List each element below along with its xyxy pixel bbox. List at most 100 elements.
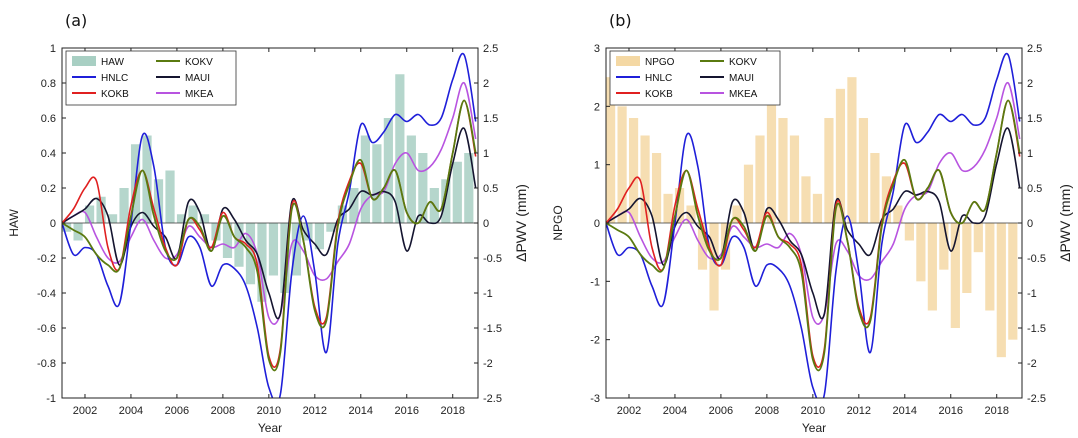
left-tick-label: -1 (46, 393, 56, 405)
right-tick-label: -1 (1027, 288, 1037, 300)
bar-haw (372, 144, 382, 223)
x-axis-label: Year (258, 421, 282, 435)
bar-haw (268, 223, 279, 276)
bar-haw (176, 214, 187, 223)
bar-haw (62, 223, 72, 232)
bar-npgo (996, 223, 1006, 358)
right-tick-label: -2 (483, 358, 493, 370)
y-axis-label-left: NPGO (551, 205, 565, 240)
bar-haw (314, 223, 325, 250)
legend-label-hnlc: HNLC (645, 73, 672, 84)
series-line-hnlc (606, 52, 1021, 398)
legend: HAW KOKV HNLC MAUI KOKB MKEA (65, 50, 237, 106)
legend-label-maui: MAUI (185, 73, 210, 84)
bar-haw (257, 223, 267, 302)
bar-npgo (778, 118, 788, 223)
bar-haw (464, 153, 474, 223)
bar-npgo (985, 223, 995, 311)
x-axis-label: Year (802, 421, 826, 435)
bar-npgo (755, 135, 765, 223)
left-tick-label: 0 (50, 218, 56, 230)
left-tick-label: 3 (594, 43, 600, 55)
right-tick-label: 0 (1027, 218, 1033, 230)
left-tick-label: -3 (590, 393, 600, 405)
left-tick-label: -0.6 (37, 323, 56, 335)
left-tick-label: 0.2 (41, 183, 56, 195)
bar-npgo (835, 88, 846, 223)
left-tick-label: -0.2 (37, 253, 56, 265)
right-tick-label: 2.5 (483, 43, 498, 55)
right-tick-label: 1 (1027, 148, 1033, 160)
bar-npgo (743, 164, 754, 223)
x-tick-label: 2002 (617, 405, 641, 417)
legend-label-hnlc: HNLC (101, 73, 128, 84)
right-tick-label: -2.5 (1027, 393, 1046, 405)
x-tick-label: 2006 (709, 405, 733, 417)
legend-label-mkea: MKEA (729, 89, 758, 100)
bar-haw (107, 214, 118, 223)
right-tick-label: -2 (1027, 358, 1037, 370)
line-series-group (62, 52, 477, 398)
bar-series-haw (62, 74, 474, 302)
right-tick-label: -0.5 (1027, 253, 1046, 265)
right-tick-label: -2.5 (483, 393, 502, 405)
chart-panel-b: 2002 2004 2006 2008 2010 2012 2014 2016 20183210… (551, 11, 1073, 435)
legend-label-haw: HAW (101, 57, 125, 68)
bar-npgo (606, 77, 616, 223)
y-axis-label-left: HAW (7, 209, 21, 237)
x-tick-label: 2010 (257, 405, 281, 417)
left-tick-label: -2 (590, 335, 600, 347)
right-tick-label: 2 (483, 78, 489, 90)
bar-series-npgo (606, 77, 1018, 358)
bar-npgo (950, 223, 960, 328)
bar-haw (222, 223, 233, 258)
line-series-group (606, 52, 1021, 398)
x-tick-label: 2018 (984, 405, 1008, 417)
x-tick-label: 2016 (395, 405, 419, 417)
x-tick-label: 2004 (119, 405, 143, 417)
bar-haw (395, 74, 405, 223)
left-tick-label: 1 (50, 43, 56, 55)
series-line-kokv (62, 99, 477, 372)
left-tick-label: 2 (594, 101, 600, 113)
bar-haw (291, 223, 302, 276)
bar-haw (280, 223, 290, 293)
legend-label-mkea: MKEA (185, 89, 214, 100)
bar-npgo (973, 223, 983, 253)
legend-label-npgo: NPGO (645, 57, 675, 68)
bar-npgo (939, 223, 949, 270)
bar-npgo (858, 118, 869, 223)
x-tick-label: 2014 (893, 405, 917, 417)
legend-label-kokb: KOKB (645, 89, 673, 100)
bar-npgo (904, 223, 914, 241)
right-tick-label: -1.5 (483, 323, 502, 335)
bar-npgo (824, 118, 834, 223)
x-tick-label: 2008 (755, 405, 779, 417)
y-axis-label-right: ΔPWV (mm) (1057, 184, 1073, 262)
panel-label: (b) (609, 11, 632, 30)
bar-npgo (640, 135, 650, 223)
right-tick-label: -0.5 (483, 253, 502, 265)
bar-npgo (663, 193, 673, 223)
bar-haw (406, 135, 416, 223)
x-tick-label: 2008 (211, 405, 235, 417)
bar-haw (119, 188, 129, 223)
bar-haw (188, 205, 198, 223)
bar-npgo (812, 193, 823, 223)
bar-npgo (766, 94, 777, 223)
x-tick-label: 2012 (303, 405, 327, 417)
bar-haw (349, 188, 359, 223)
left-tick-label: 1 (594, 160, 600, 172)
x-tick-label: 2018 (440, 405, 464, 417)
bar-npgo (732, 205, 742, 223)
bar-npgo (927, 223, 937, 311)
bar-npgo (893, 205, 903, 223)
legend-swatch-haw (72, 56, 96, 66)
legend-swatch-npgo (616, 56, 640, 66)
x-tick-label: 2010 (801, 405, 825, 417)
bar-npgo (617, 106, 627, 223)
legend: NPGO KOKV HNLC MAUI KOKB MKEA (609, 50, 781, 106)
right-tick-label: -1 (483, 288, 493, 300)
x-tick-label: 2012 (847, 405, 871, 417)
